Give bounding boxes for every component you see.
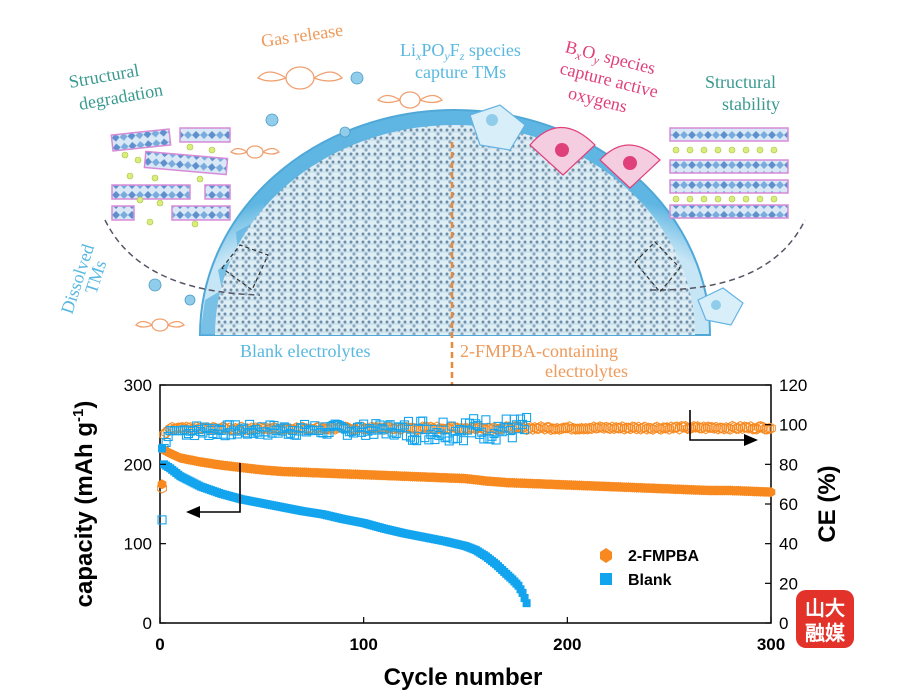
svg-text:融媒: 融媒 [805, 621, 846, 645]
label-structural-stability-1: Structural [705, 72, 776, 92]
x-tick-label: 0 [155, 635, 164, 654]
2fmpba-ce-point [739, 421, 750, 433]
2fmpba-ce-point [411, 423, 422, 436]
2fmpba-ce-point [578, 423, 589, 435]
capture-net-icon [469, 104, 744, 326]
right-axis-arrow [689, 410, 745, 441]
y2-tick-label: 20 [779, 574, 798, 593]
label-gas-release: Gas release [260, 20, 344, 51]
y2-axis-title: CE (%) [814, 465, 841, 542]
2fmpba-ce-point [611, 422, 621, 434]
2fmpba-ce-point [766, 422, 776, 434]
blank-ce-point [458, 436, 469, 446]
2fmpba-ce-point [633, 421, 644, 433]
zoom-box-right [634, 241, 681, 293]
y2-tick-label: 100 [779, 416, 807, 435]
legend: 2-FMPBA Blank [600, 548, 700, 589]
right-arrow-head [744, 434, 758, 446]
2fmpba-ce-point [564, 421, 575, 433]
x-tick-label: 200 [553, 635, 581, 654]
x-axis-title: Cycle number [384, 664, 543, 691]
ordered-layers [669, 127, 789, 219]
blank-ce-point [515, 414, 526, 424]
y2-tick-label: 80 [779, 455, 798, 474]
degraded-layers [110, 127, 231, 228]
blank-ce-point [471, 419, 481, 429]
2fmpba-ce-point [760, 423, 770, 435]
blank-ce-point [509, 414, 519, 424]
blank-ce-point [481, 415, 491, 425]
legend-label-blank: Blank [628, 572, 672, 589]
2fmpba-ce-point [540, 423, 550, 435]
2fmpba-ce-point [735, 420, 746, 432]
x-tick-label: 100 [349, 635, 377, 654]
2fmpba-ce-point [558, 422, 569, 434]
series-blank-ce [157, 412, 532, 525]
blank-capacity-point [522, 599, 531, 608]
2fmpba-ce-point [762, 423, 772, 435]
blank-ce-point [477, 427, 487, 437]
2fmpba-capacity-point [157, 479, 167, 490]
2fmpba-ce-point [534, 423, 544, 435]
y2-tick-label: 120 [779, 376, 807, 395]
blank-ce-point [220, 431, 230, 441]
label-blank-electrolytes: Blank electrolytes [240, 341, 370, 361]
blank-capacity-point [518, 588, 527, 597]
y2-tick-label: 0 [779, 614, 788, 633]
legend-marker-blank [600, 573, 612, 585]
blank-ce-point [245, 419, 255, 429]
label-capture-tms-2: capture TMs [415, 62, 506, 82]
zoom-outline-left [104, 219, 261, 296]
2fmpba-ce-point [753, 421, 764, 433]
y-tick-label: 300 [124, 376, 152, 395]
series-2fmpba-capacity [157, 445, 776, 498]
blank-ce-point [491, 435, 501, 445]
label-structural-stability-2: stability [722, 94, 780, 114]
2fmpba-ce-point [743, 422, 754, 434]
blank-capacity-point [158, 444, 167, 453]
blank-capacity-point [520, 594, 529, 603]
legend-marker-2fmpba [600, 548, 612, 563]
label-bo-species: BxOy species capture active oxygens [558, 37, 660, 117]
left-arrow-head [186, 506, 200, 518]
svg-text:山大: 山大 [805, 596, 845, 620]
x-tick-label: 300 [757, 635, 785, 654]
watermark-logo: 山大 融媒 [796, 590, 854, 648]
blank-ce-point [403, 416, 414, 426]
blank-ce-point [507, 433, 517, 443]
series-blank-capacity [158, 444, 531, 608]
2fmpba-ce-point [705, 421, 715, 434]
left-axis-arrow [198, 463, 241, 513]
2fmpba-ce-point [556, 423, 567, 435]
y2-tick-label: 60 [779, 495, 798, 514]
label-fmpba-electrolytes-2: electrolytes [545, 361, 628, 381]
chart: 0 100 200 300 0 100 200 300 0 20 40 60 80 100 120 capa… [70, 376, 841, 691]
zoom-outline-right [649, 219, 806, 291]
2fmpba-capacity-point [766, 487, 776, 498]
2fmpba-ce-point [562, 422, 573, 434]
zoom-box-left [221, 244, 269, 291]
2fmpba-ce-point [764, 423, 774, 435]
blank-ce-point [410, 434, 420, 444]
blank-ce-point [424, 435, 434, 445]
illustration: Gas release LixPOyFz species capture TMs… [57, 20, 806, 385]
ticks: 0 100 200 300 0 100 200 300 0 20 40 60 80 100 120 [124, 376, 808, 654]
y-tick-label: 0 [143, 614, 152, 633]
blank-ce-point [520, 425, 530, 435]
blank-ce-point [522, 412, 532, 423]
2fmpba-ce-point [701, 423, 711, 435]
y2-tick-label: 40 [779, 535, 798, 554]
gas-molecule-icon [134, 66, 444, 332]
2fmpba-ce-point [676, 420, 687, 432]
y-tick-label: 200 [124, 455, 152, 474]
tm-sphere-icon [148, 71, 364, 306]
y-tick-label: 100 [124, 535, 152, 554]
label-capture-tms: LixPOyFz species [400, 40, 521, 63]
legend-label-2fmpba: 2-FMPBA [628, 548, 700, 565]
label-fmpba-electrolytes-1: 2-FMPBA-containing [460, 341, 618, 361]
y-axis-title: capacity (mAh g-1) [70, 401, 98, 608]
blank-ce-point [157, 515, 167, 525]
